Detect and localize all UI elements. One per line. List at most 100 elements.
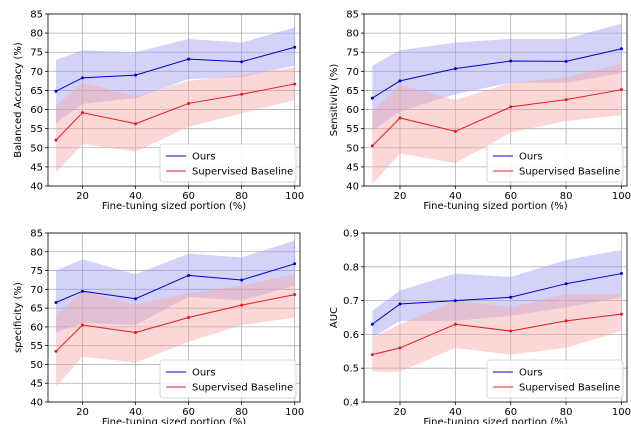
data-point-ours (370, 96, 374, 100)
y-axis-label: Sensitivity (%) (329, 64, 340, 137)
x-tick-label: 20 (76, 407, 89, 418)
y-tick-label: 40 (346, 182, 359, 193)
legend-label-baseline: Supervised Baseline (192, 167, 293, 178)
legend-label-ours: Ours (519, 368, 543, 379)
x-tick-label: 80 (560, 407, 573, 418)
data-point-ours (619, 272, 623, 276)
data-point-baseline (370, 353, 374, 357)
data-point-ours (54, 300, 58, 304)
legend-label-baseline: Supervised Baseline (519, 383, 620, 394)
series-line-ours (55, 46, 295, 92)
y-tick-label: 80 (30, 29, 43, 40)
data-point-ours (509, 59, 513, 63)
data-point-ours (187, 57, 191, 61)
series-line-ours (372, 48, 622, 99)
x-tick-label: 60 (182, 407, 195, 418)
y-tick-label: 0.4 (343, 398, 359, 409)
x-axis-label: Fine-tuning sized portion (%) (102, 417, 246, 424)
data-point-ours (187, 273, 191, 277)
y-tick-label: 85 (30, 229, 43, 240)
plot-frame (363, 13, 628, 187)
y-tick-label: 40 (30, 182, 43, 193)
y-tick-label: 0.8 (343, 262, 359, 273)
chart-panel-3: 40 45 50 55 60 65 70 75 80 85 20 40 60 80 100 Fine-tuni… (13, 229, 304, 424)
series-line-baseline (372, 313, 622, 356)
confidence-band-baseline (55, 67, 295, 173)
series-line-baseline (55, 294, 295, 352)
x-tick-label: 100 (285, 407, 304, 418)
data-point-baseline (564, 98, 568, 102)
x-tick-label: 20 (76, 191, 89, 202)
confidence-band-ours (372, 249, 622, 338)
data-point-ours (564, 59, 568, 63)
y-tick-label: 75 (346, 48, 359, 59)
data-point-ours (453, 67, 457, 71)
x-axis-label: Fine-tuning sized portion (%) (423, 417, 567, 424)
y-tick-label: 50 (30, 143, 43, 154)
data-point-ours (240, 60, 244, 64)
data-point-baseline (240, 303, 244, 307)
series-line-baseline (55, 83, 295, 141)
y-tick-label: 80 (30, 247, 43, 258)
confidence-band-baseline (55, 274, 295, 387)
data-point-baseline (134, 122, 138, 126)
y-tick-label: 55 (30, 124, 43, 135)
legend-box (159, 143, 297, 183)
data-point-baseline (240, 92, 244, 96)
y-axis-label: AUC (329, 307, 340, 328)
y-axis-label: specificity (%) (13, 282, 24, 353)
y-tick-label: 85 (30, 10, 43, 21)
legend-label-baseline: Supervised Baseline (192, 383, 293, 394)
confidence-band-baseline (372, 63, 622, 185)
y-tick-label: 50 (346, 143, 359, 154)
x-tick-label: 100 (612, 191, 631, 202)
x-tick-label: 80 (560, 191, 573, 202)
legend: Ours Supervised Baseline (159, 359, 297, 399)
confidence-band-ours (55, 27, 295, 123)
y-tick-label: 45 (30, 379, 43, 390)
legend-label-ours: Ours (192, 152, 216, 163)
legend-box (486, 359, 624, 399)
data-point-baseline (509, 329, 513, 333)
x-tick-label: 60 (504, 407, 517, 418)
data-point-baseline (54, 349, 58, 353)
series-line-baseline (371, 89, 622, 147)
y-tick-label: 45 (30, 162, 43, 173)
data-point-baseline (370, 144, 374, 148)
y-tick-label: 0.6 (343, 330, 359, 341)
plot-frame (363, 232, 628, 403)
data-point-ours (54, 89, 58, 93)
y-tick-label: 70 (346, 67, 359, 78)
x-tick-label: 80 (235, 191, 248, 202)
data-point-baseline (187, 101, 191, 105)
legend: Ours Supervised Baseline (486, 359, 624, 399)
y-tick-label: 60 (30, 105, 43, 116)
confidence-band-baseline (372, 293, 622, 372)
chart-panel-4: 0.4 0.5 0.6 0.7 0.8 0.9 20 40 60 80 100 Fine-tuning… (329, 229, 631, 424)
y-tick-label: 65 (30, 304, 43, 315)
x-tick-label: 20 (394, 407, 407, 418)
y-tick-label: 40 (30, 398, 43, 409)
y-axis-label: Balanced Accuracy (%) (13, 42, 24, 158)
data-point-baseline (293, 293, 297, 297)
x-tick-label: 80 (235, 407, 248, 418)
y-tick-label: 55 (346, 124, 359, 135)
y-tick-label: 70 (30, 67, 43, 78)
data-point-baseline (619, 312, 623, 316)
data-point-baseline (564, 319, 568, 323)
data-point-baseline (80, 323, 84, 327)
data-point-baseline (509, 105, 513, 109)
plot-frame (47, 13, 301, 187)
legend-label-ours: Ours (519, 152, 543, 163)
data-point-ours (134, 73, 138, 77)
confidence-band-ours (55, 240, 295, 333)
confidence-band-ours (372, 23, 622, 131)
data-point-baseline (187, 316, 191, 319)
x-tick-label: 100 (612, 407, 631, 418)
y-tick-label: 80 (346, 29, 359, 40)
y-tick-label: 0.9 (343, 229, 359, 240)
x-tick-label: 60 (182, 191, 195, 202)
data-point-baseline (398, 346, 402, 350)
data-point-ours (80, 289, 84, 293)
